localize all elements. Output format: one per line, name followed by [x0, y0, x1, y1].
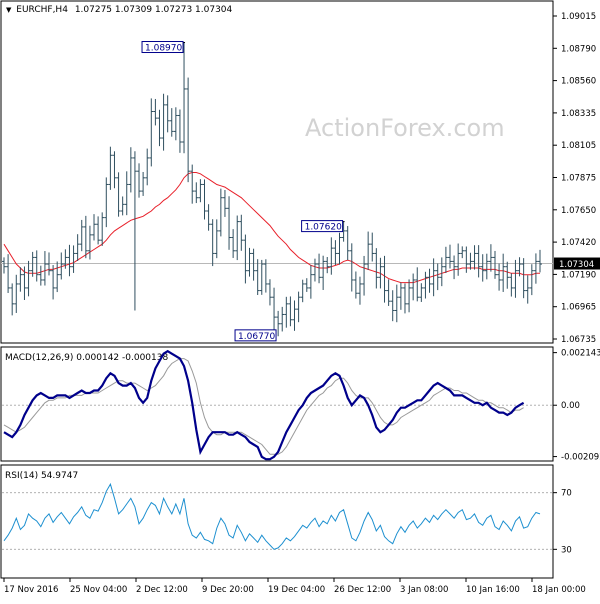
- rsi-axis-label: 30: [561, 545, 572, 555]
- time-axis-label: 26 Dec 12:00: [334, 585, 391, 595]
- time-axis-label: 2 Dec 12:00: [136, 585, 188, 595]
- grid-lines: [1, 263, 553, 550]
- chart-header: ▼ EURCHF,H4 1.07275 1.07309 1.07273 1.07…: [6, 5, 233, 15]
- annotation-box: [234, 329, 277, 342]
- annotation-label: 1.06770: [238, 332, 275, 342]
- rsi-path: [3, 482, 541, 550]
- price-annotations: 1.08970 1.07620 1.06770: [141, 41, 345, 342]
- price-axis-label: 1.07875: [561, 174, 596, 184]
- ohlc-values: 1.07275 1.07309 1.07273 1.07304: [75, 5, 233, 15]
- moving-average-line: [3, 172, 540, 284]
- price-axis-label: 1.06735: [561, 335, 596, 345]
- time-axis-label: 19 Dec 04:00: [268, 585, 325, 595]
- price-axis-label: 1.07650: [561, 206, 596, 216]
- price-axis-label: 1.09015: [561, 12, 596, 22]
- rsi-line: [3, 482, 541, 550]
- annotation-label: 1.07620: [305, 223, 342, 233]
- rsi-axis-label: 70: [561, 489, 572, 499]
- time-axis-label: 17 Nov 2016: [4, 585, 58, 595]
- chart-menu-arrow-icon[interactable]: ▼: [6, 6, 12, 14]
- price-axis-label: 1.08790: [561, 44, 596, 54]
- macd-axis-label: 0.002143: [561, 349, 600, 359]
- symbol-timeframe: EURCHF,H4: [16, 5, 68, 15]
- macd-label: MACD(12,26,9) 0.000142 -0.000138: [5, 353, 168, 363]
- time-axis-label: 3 Jan 08:00: [400, 585, 448, 595]
- time-axis-label: 9 Dec 20:00: [202, 585, 254, 595]
- macd-axis-label: -0.002092: [561, 453, 600, 463]
- watermark: ActionForex.com: [305, 114, 505, 142]
- current-price-box: [554, 257, 600, 270]
- annotation-box: [301, 220, 344, 233]
- macd-lines: [3, 349, 525, 461]
- price-axis-label: 1.07190: [561, 270, 596, 280]
- macd-axis-label: 0.00: [561, 401, 580, 411]
- time-axis-label: 25 Nov 04:00: [70, 585, 127, 595]
- macd-line: [3, 349, 525, 461]
- price-axis-label: 1.06965: [561, 303, 596, 313]
- current-price-label: 1.07304: [559, 260, 594, 270]
- price-axis-label: 1.08335: [561, 109, 596, 119]
- rsi-panel: [0, 464, 554, 579]
- time-axis-label: 18 Jan 00:00: [532, 585, 586, 595]
- macd-panel: [0, 346, 554, 462]
- rsi-label: RSI(14) 54.9747: [5, 471, 78, 481]
- moving-average-path: [3, 172, 540, 284]
- price-panel: [0, 0, 554, 344]
- price-bars: [2, 42, 542, 337]
- price-axis-label: 1.07420: [561, 238, 596, 248]
- annotation-box: [141, 41, 184, 54]
- axis-labels: 1.09015 1.08790 1.08560 1.08335 1.08105 1.078…: [3, 12, 600, 595]
- time-axis-label: 10 Jan 16:00: [466, 585, 520, 595]
- price-axis-label: 1.08560: [561, 77, 596, 87]
- price-axis-label: 1.08105: [561, 141, 596, 151]
- annotation-label: 1.08970: [145, 44, 182, 54]
